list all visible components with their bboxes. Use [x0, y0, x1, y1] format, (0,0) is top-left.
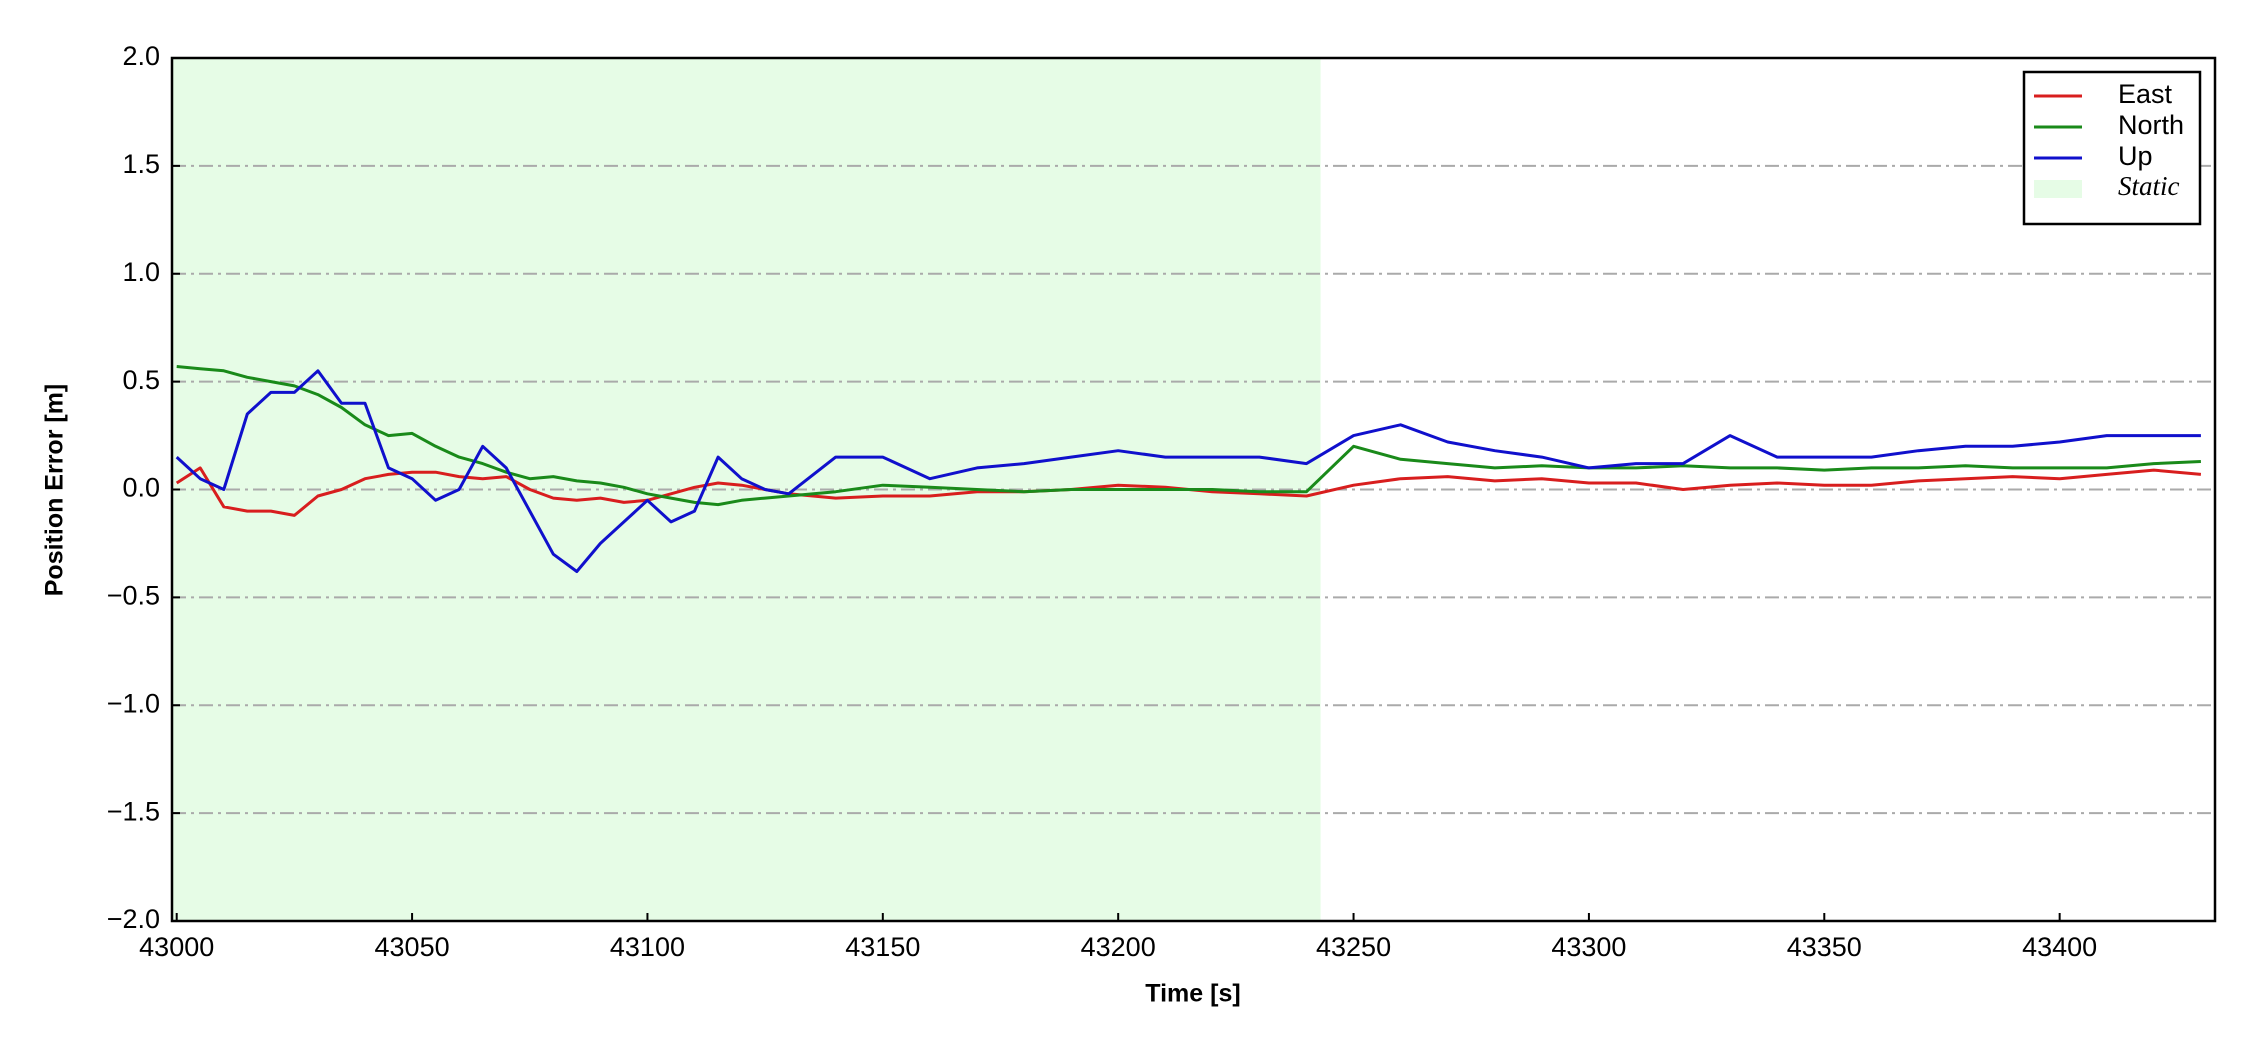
x-tick-label: 43350 — [1787, 932, 1862, 962]
x-tick-label: 43300 — [1551, 932, 1626, 962]
y-tick-label: −1.0 — [107, 688, 160, 718]
y-tick-label: 0.5 — [122, 365, 160, 395]
x-tick-label: 43400 — [2022, 932, 2097, 962]
legend-label: Up — [2118, 141, 2153, 171]
series-line — [176, 365, 2201, 507]
y-tick-label: −2.0 — [107, 904, 160, 934]
y-tick-label: 0.0 — [122, 473, 160, 503]
plot-frame — [170, 56, 2217, 923]
legend-label: Static — [2118, 171, 2180, 201]
x-tick-label: 43000 — [139, 932, 214, 962]
y-tick-label: 2.0 — [122, 41, 160, 71]
y-tick-label: 1.5 — [122, 149, 160, 179]
x-tick-label: 43150 — [845, 932, 920, 962]
x-axis-label: Time [s] — [1145, 980, 1240, 1008]
y-tick-label: 1.0 — [122, 257, 160, 287]
series-line — [175, 466, 2202, 517]
y-tick-label: −0.5 — [107, 581, 160, 611]
y-tick-label: −1.5 — [107, 796, 160, 826]
x-tick-label: 43100 — [610, 932, 685, 962]
series-line — [175, 369, 2201, 573]
x-tick-label: 43250 — [1316, 932, 1391, 962]
legend-label: East — [2118, 79, 2173, 109]
legend-swatch — [2034, 180, 2082, 198]
y-axis-label: Position Error [m] — [41, 384, 69, 597]
legend-label: North — [2118, 110, 2184, 140]
x-tick-label: 43050 — [375, 932, 450, 962]
x-tick-label: 43200 — [1081, 932, 1156, 962]
